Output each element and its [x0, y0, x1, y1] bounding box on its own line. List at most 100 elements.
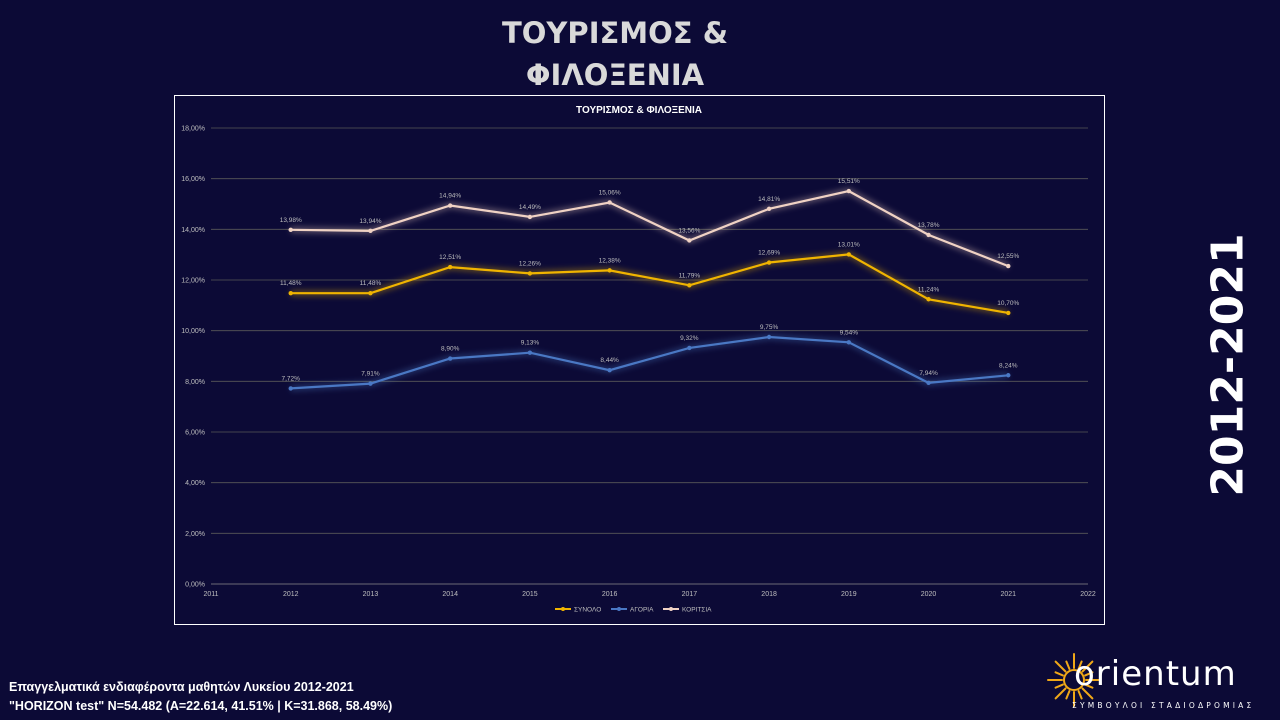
y-tick-label: 16,00%	[181, 176, 205, 183]
data-label: 9,54%	[840, 329, 859, 336]
x-tick-label: 2011	[203, 591, 218, 598]
data-label: 8,24%	[999, 362, 1018, 369]
data-point	[846, 252, 852, 257]
data-point	[447, 356, 453, 361]
data-point	[846, 188, 852, 194]
data-point	[447, 264, 453, 270]
data-point	[607, 268, 612, 273]
data-point	[926, 232, 931, 238]
data-label: 13,78%	[918, 222, 940, 229]
series-line-ΣΥΝΟΛΟ	[290, 253, 1009, 314]
data-point	[527, 350, 533, 355]
data-label: 10,70%	[997, 300, 1019, 307]
data-label: 14,94%	[439, 193, 461, 200]
data-point	[447, 203, 453, 208]
data-point	[607, 367, 612, 373]
logo-tagline: ΣΥΜΒΟΥΛΟΙ ΣΤΑΔΙΟΔΡΟΜΙΑΣ	[1072, 701, 1255, 710]
sun-ray	[1054, 671, 1064, 677]
legend-marker	[617, 607, 621, 611]
data-point	[368, 381, 373, 386]
y-tick-label: 6,00%	[185, 430, 205, 437]
data-point	[766, 206, 772, 212]
x-tick-label: 2016	[602, 591, 618, 598]
data-label: 7,72%	[282, 375, 301, 382]
data-label: 11,79%	[679, 272, 701, 279]
data-point	[288, 290, 293, 296]
data-label: 12,69%	[758, 250, 780, 257]
year-range-label: 2012-2021	[1202, 233, 1254, 497]
x-tick-label: 2013	[363, 591, 379, 598]
data-label: 12,51%	[439, 254, 461, 261]
y-tick-label: 18,00%	[181, 126, 205, 133]
sun-ray	[1081, 687, 1094, 700]
data-label: 7,94%	[919, 370, 938, 377]
x-tick-label: 2017	[682, 591, 698, 598]
x-tick-label: 2015	[522, 591, 538, 598]
data-point	[527, 271, 533, 276]
footer: Επαγγελματικά ενδιαφέροντα μαθητών Λυκεί…	[9, 678, 392, 716]
data-label: 11,48%	[280, 280, 302, 287]
data-label: 12,26%	[519, 260, 541, 267]
data-label: 13,94%	[359, 218, 381, 225]
sun-ray	[1065, 690, 1071, 700]
data-label: 14,49%	[519, 204, 541, 211]
data-label: 8,44%	[600, 357, 619, 364]
footer-description: Επαγγελματικά ενδιαφέροντα μαθητών Λυκεί…	[9, 680, 354, 694]
y-tick-label: 14,00%	[181, 227, 205, 234]
data-point	[687, 283, 692, 288]
legend-label: ΣΥΝΟΛΟ	[574, 607, 601, 614]
data-point	[368, 228, 373, 234]
data-point	[687, 345, 692, 351]
data-point	[1006, 373, 1011, 378]
data-point	[766, 260, 772, 265]
data-label: 13,98%	[280, 217, 302, 224]
slide-title: ΤΟΥΡΙΣΜΟΣ & ΦΙΛΟΞΕΝΙΑ	[440, 12, 790, 96]
sun-ray	[1054, 660, 1067, 673]
sun-icon	[1047, 653, 1100, 707]
footer-sample-info: "HORIZON test" N=54.482 (A=22.614, 41.51…	[9, 699, 393, 713]
data-label: 9,75%	[760, 324, 779, 331]
sun-ray	[1054, 687, 1067, 700]
data-label: 13,01%	[838, 241, 860, 248]
sun-ray	[1084, 683, 1094, 689]
x-tick-label: 2018	[761, 591, 777, 598]
data-point	[527, 214, 533, 220]
series-line-ΚΟΡΙΤΣΙΑ	[290, 189, 1009, 268]
data-point	[926, 297, 931, 302]
data-label: 8,90%	[441, 346, 460, 353]
slide-title-line2: ΦΙΛΟΞΕΝΙΑ	[525, 58, 705, 92]
legend-marker	[669, 607, 673, 611]
x-tick-label: 2019	[841, 591, 857, 598]
data-label: 9,13%	[521, 340, 540, 347]
data-point	[1006, 310, 1011, 316]
y-tick-label: 8,00%	[185, 379, 205, 386]
data-label: 7,91%	[361, 371, 380, 378]
y-tick-label: 4,00%	[185, 480, 205, 487]
logo-word: orientum	[1074, 654, 1237, 694]
x-tick-label: 2021	[1000, 591, 1016, 598]
y-tick-label: 12,00%	[181, 278, 205, 285]
sun-ray	[1084, 671, 1094, 677]
x-tick-label: 2022	[1080, 591, 1096, 598]
data-point	[687, 238, 692, 243]
data-label: 9,32%	[680, 335, 699, 342]
chart-title: ΤΟΥΡΙΣΜΟΣ & ΦΙΛΟΞΕΝΙΑ	[576, 105, 702, 116]
series-glow-ΑΓΟΡΙΑ	[290, 333, 1009, 392]
data-point	[926, 380, 931, 386]
line-chart: ΤΟΥΡΙΣΜΟΣ & ΦΙΛΟΞΕΝΙΑ 0,00% 2,00% 4,00% 6,00…	[181, 105, 1096, 614]
x-tick-label: 2020	[921, 591, 937, 598]
legend-label: ΑΓΟΡΙΑ	[630, 607, 654, 614]
sun-ray	[1065, 660, 1071, 670]
chart-frame	[174, 95, 1105, 625]
sun-ray	[1077, 690, 1083, 700]
series-glow-ΚΟΡΙΤΣΙΑ	[290, 187, 1010, 269]
legend-marker	[561, 607, 565, 611]
data-label: 13,56%	[678, 227, 700, 234]
data-point	[288, 227, 293, 233]
sun-ray	[1081, 660, 1094, 673]
data-label: 15,51%	[838, 178, 860, 185]
series-line-ΑΓΟΡΙΑ	[290, 335, 1009, 390]
data-label: 15,06%	[599, 189, 621, 196]
data-label: 12,38%	[599, 257, 621, 264]
data-point	[846, 340, 852, 345]
